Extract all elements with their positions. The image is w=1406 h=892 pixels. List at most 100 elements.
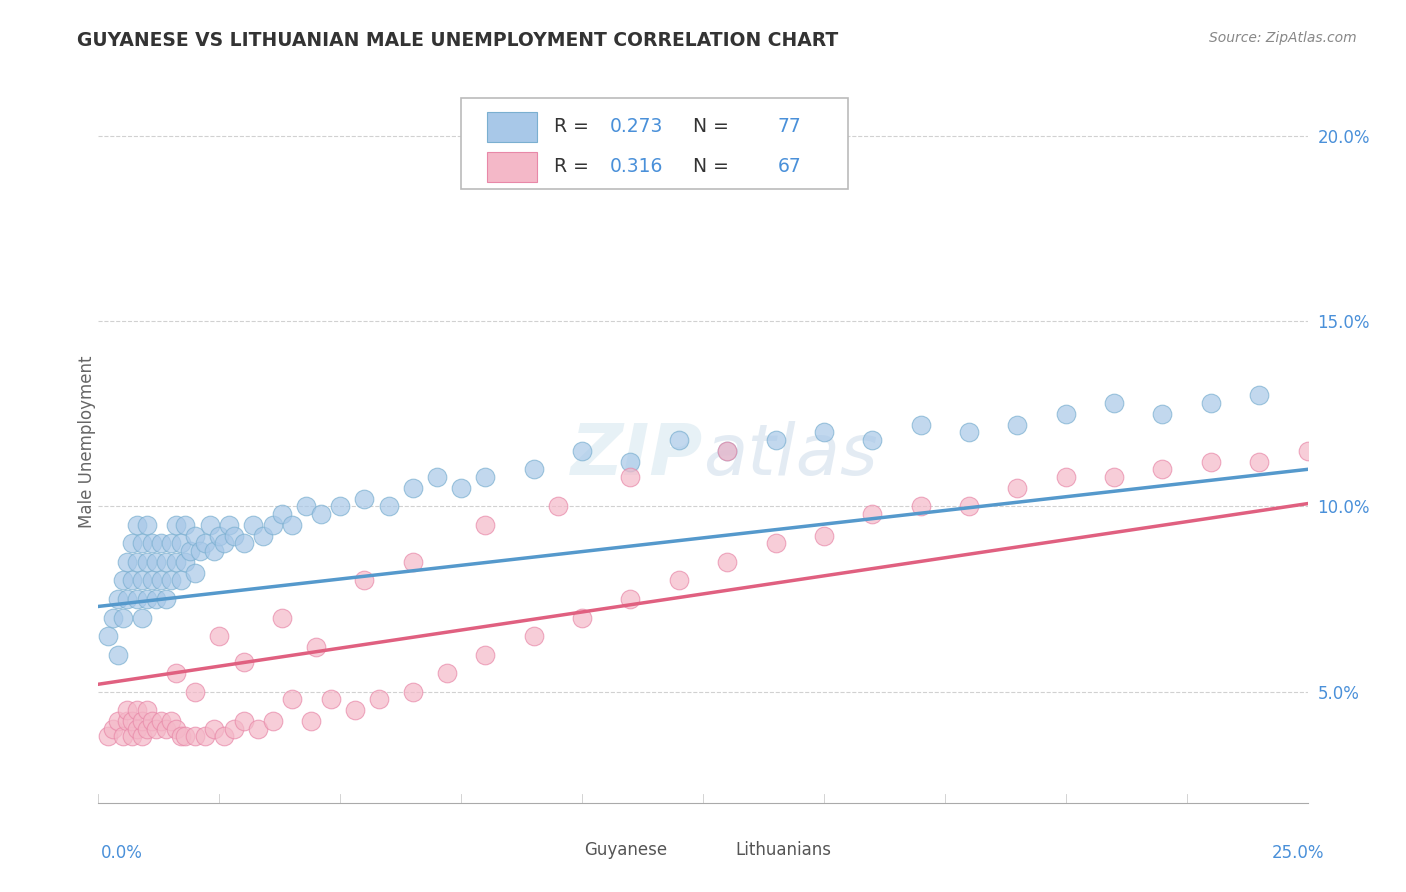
Point [131, 714, 153, 729]
Point [474, 517, 496, 532]
Point [179, 544, 201, 558]
Point [141, 714, 163, 729]
Point [194, 729, 217, 743]
Point [309, 507, 332, 521]
Point [188, 544, 211, 558]
Point [218, 517, 240, 532]
Point [150, 536, 173, 550]
Point [222, 529, 245, 543]
Point [402, 555, 425, 569]
Point [169, 574, 191, 588]
Point [1249, 455, 1271, 469]
Point [523, 462, 546, 476]
Point [281, 517, 304, 532]
Point [262, 714, 284, 729]
Point [165, 555, 187, 569]
Bar [697, 838, 734, 861]
Point [127, 592, 149, 607]
Text: GUYANESE VS LITHUANIAN MALE UNEMPLOYMENT CORRELATION CHART: GUYANESE VS LITHUANIAN MALE UNEMPLOYMENT… [77, 31, 838, 50]
Point [117, 714, 139, 729]
Point [145, 722, 167, 736]
Point [127, 703, 149, 717]
Point [141, 574, 163, 588]
Point [97, 729, 120, 743]
Point [910, 500, 932, 514]
Point [232, 655, 254, 669]
Point [716, 443, 738, 458]
Point [169, 536, 191, 550]
Point [121, 574, 143, 588]
Point [319, 692, 342, 706]
Point [111, 610, 134, 624]
Text: N =: N = [682, 118, 735, 136]
Point [377, 500, 399, 514]
Point [198, 517, 221, 532]
Point [619, 469, 641, 483]
Text: 0.316: 0.316 [610, 157, 664, 177]
Text: 77: 77 [778, 118, 801, 136]
Point [101, 610, 124, 624]
Point [127, 722, 149, 736]
Point [212, 729, 235, 743]
Point [1296, 443, 1319, 458]
Point [571, 610, 593, 624]
Point [184, 529, 207, 543]
Point [402, 684, 425, 698]
Point [368, 692, 391, 706]
Point [295, 500, 318, 514]
Point [860, 507, 883, 521]
Point [121, 729, 143, 743]
Point [117, 555, 139, 569]
Point [165, 722, 187, 736]
Point [668, 433, 690, 447]
Point [1054, 407, 1077, 421]
Point [135, 517, 157, 532]
Point [1152, 462, 1174, 476]
Point [619, 455, 641, 469]
Point [1152, 407, 1174, 421]
Point [957, 500, 980, 514]
Point [184, 729, 207, 743]
Text: 67: 67 [778, 157, 801, 177]
Point [271, 610, 294, 624]
Point [957, 425, 980, 440]
Point [165, 666, 187, 681]
Point [252, 529, 274, 543]
Point [204, 722, 226, 736]
Point [716, 443, 738, 458]
Point [121, 536, 143, 550]
Point [1199, 455, 1222, 469]
Point [135, 555, 157, 569]
Point [305, 640, 328, 655]
Point [212, 536, 235, 550]
Point [131, 574, 153, 588]
Point [232, 714, 254, 729]
Point [135, 722, 157, 736]
Text: atlas: atlas [703, 422, 877, 491]
Point [174, 729, 197, 743]
Point [222, 722, 245, 736]
Point [1199, 395, 1222, 409]
FancyBboxPatch shape [486, 152, 537, 182]
Point [135, 703, 157, 717]
Point [523, 629, 546, 643]
FancyBboxPatch shape [461, 98, 848, 189]
Y-axis label: Male Unemployment: Male Unemployment [79, 355, 96, 528]
Text: 25.0%: 25.0% [1272, 844, 1324, 862]
Point [271, 507, 294, 521]
Point [619, 592, 641, 607]
Point [1102, 469, 1125, 483]
Point [145, 555, 167, 569]
Point [353, 574, 375, 588]
Text: 0.0%: 0.0% [101, 844, 143, 862]
Point [135, 592, 157, 607]
Point [450, 481, 472, 495]
Text: N =: N = [682, 157, 735, 177]
Point [765, 433, 787, 447]
Point [436, 666, 458, 681]
Point [281, 692, 304, 706]
Point [107, 714, 129, 729]
Point [474, 469, 496, 483]
Point [150, 574, 173, 588]
Point [247, 722, 270, 736]
